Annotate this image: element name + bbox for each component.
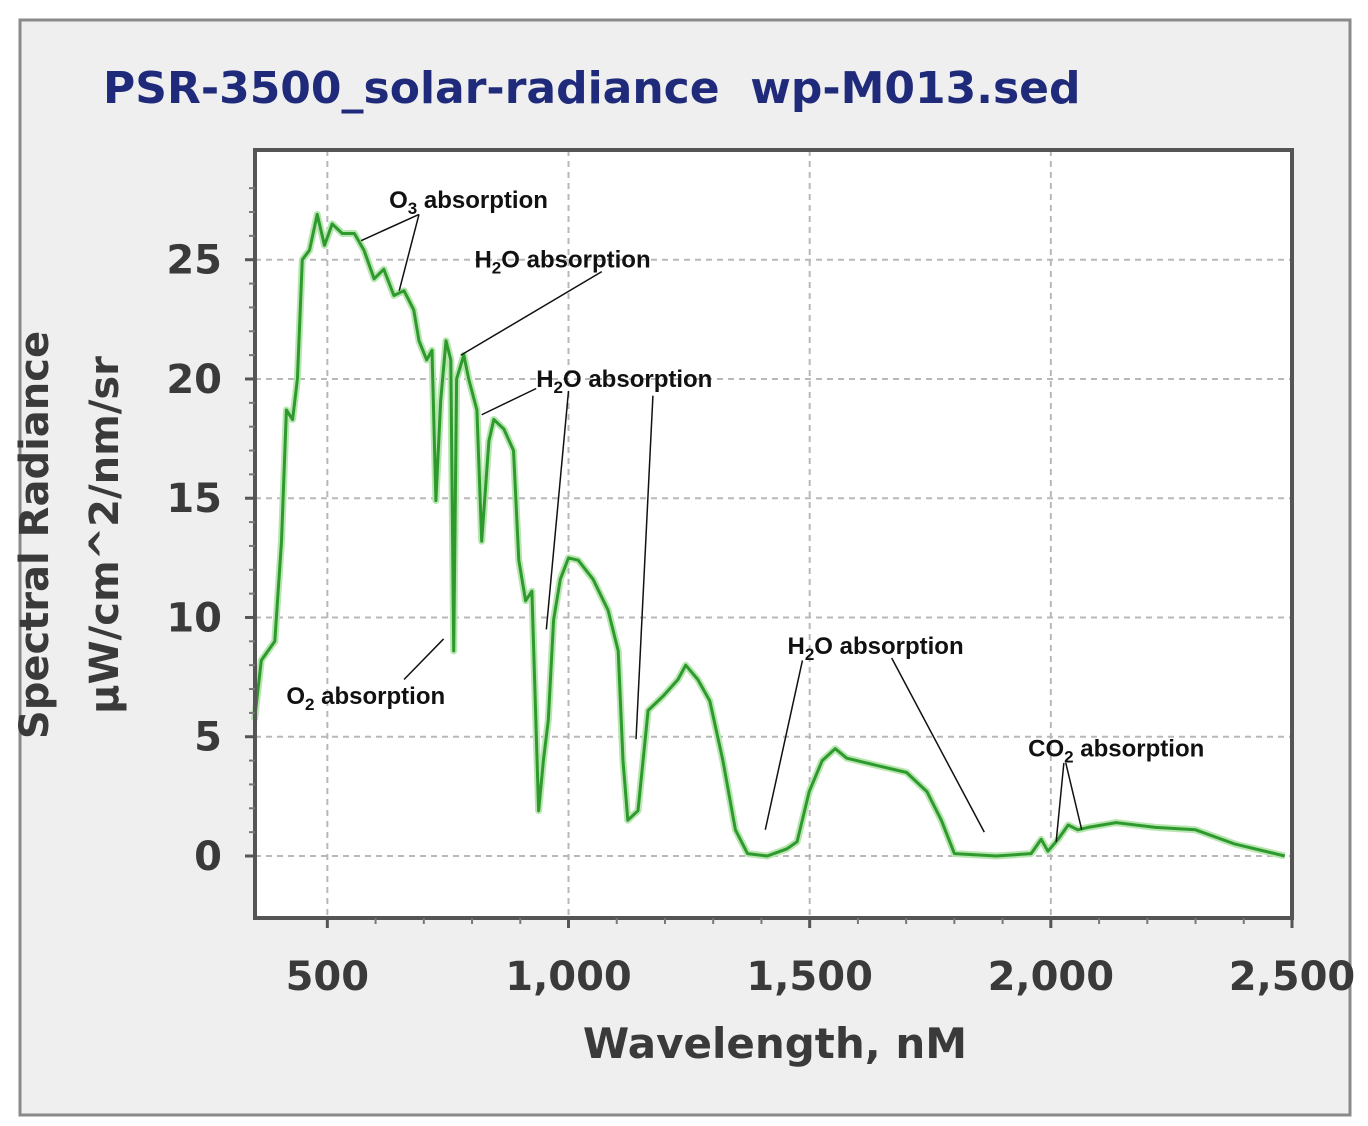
annotation-subscript: 2 [554,378,563,397]
x-axis-label: Wavelength, nM [583,1019,967,1068]
annotation-formula: H [536,366,553,393]
annotation-text: O absorption [501,247,650,274]
annotation-formula: O [286,683,305,710]
y-tick-label: 15 [166,476,222,522]
y-axis-label-line1: Spectral Radiance [12,331,58,739]
annotation-pointer [481,387,537,416]
annotation-formula: O [389,187,408,214]
annotation-label: O3 absorption [389,187,548,218]
annotation-text: O absorption [814,633,963,660]
annotation-pointer [1055,762,1065,842]
annotation-pointer [635,395,654,740]
radiance-line [253,212,1286,858]
annotation-text: absorption [1074,736,1205,763]
annotation-text: O absorption [563,366,712,393]
y-tick-label: 5 [194,715,222,761]
annotation-label: CO2 absorption [1028,736,1204,767]
annotation-label: H2O absorption [536,366,712,397]
annotation-formula: H [474,247,491,274]
annotation-formula: H [787,633,804,660]
x-tick-label: 1,000 [505,954,632,1000]
annotation-label: H2O absorption [787,633,963,664]
annotation-subscript: 3 [408,199,417,218]
x-tick-label: 500 [286,954,370,1000]
x-tick-label: 2,000 [988,954,1115,1000]
annotation-label: O2 absorption [286,683,445,714]
annotation-subscript: 2 [1064,748,1073,767]
annotation-pointer [891,657,985,833]
annotation-label: H2O absorption [474,247,650,278]
annotation-text: absorption [417,187,548,214]
annotation-subscript: 2 [805,645,814,664]
annotation-text: absorption [314,683,445,710]
annotation-pointer [398,214,420,291]
y-tick-label: 20 [166,357,222,403]
series-group [251,210,1286,860]
plot-area [255,150,1292,918]
axis-ticks: 500 1,000 1,500 2,000 2,500 0 5 10 15 20 25 [166,187,1356,1000]
annotation-formula: CO [1028,736,1064,763]
annotation-pointer [360,213,420,242]
y-tick-label: 10 [166,595,222,641]
plot-frame [253,148,1294,920]
annotation-pointer [545,390,570,630]
annotation-pointer [764,660,804,830]
annotation-subscript: 2 [492,259,501,278]
y-tick-label: 0 [194,834,222,880]
y-axis-label-line2: µW/cm^2/nm/sr [82,356,128,714]
annotation-subscript: 2 [305,695,314,714]
annotation-pointer [460,270,603,356]
y-tick-label: 25 [166,238,222,284]
chart-title: PSR-3500_solar-radiance wp-M013.sed [103,63,1081,114]
annotation-pointer [403,638,445,681]
x-tick-label: 1,500 [746,954,873,1000]
x-tick-label: 2,500 [1229,954,1356,1000]
annotation-pointer [1065,762,1083,830]
